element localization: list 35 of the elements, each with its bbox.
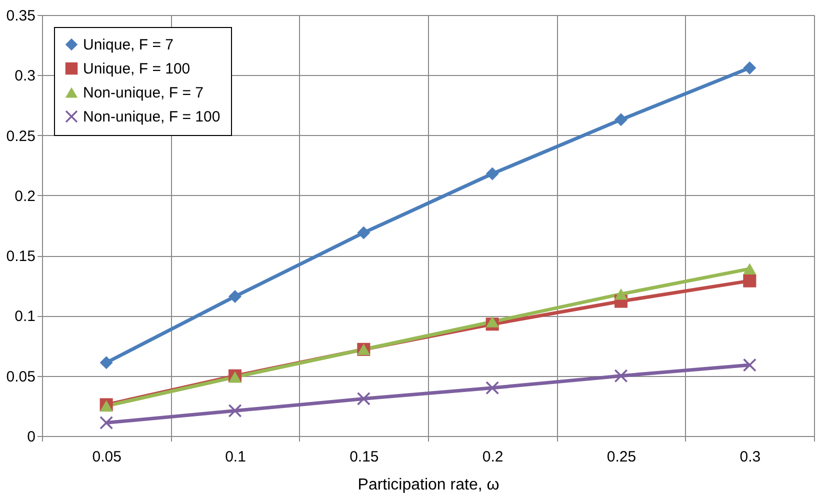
y-tick-label: 0.35 [6, 8, 36, 24]
point [743, 263, 756, 274]
point [743, 61, 756, 74]
legend-label: Non-unique, F = 7 [83, 84, 204, 102]
y-tick-label: 0 [27, 428, 36, 446]
x-tick-label: 0.3 [740, 448, 761, 466]
point [228, 290, 242, 303]
point [743, 358, 756, 372]
x-tick-label: 0.25 [606, 448, 636, 466]
point [486, 167, 499, 180]
point [614, 113, 628, 126]
x-tick-label: 0.05 [92, 448, 122, 466]
y-tick-label: 0.15 [6, 248, 36, 266]
y-tick-label: 0.05 [6, 368, 36, 386]
y-tick-label: 0.2 [14, 188, 36, 205]
legend-label: Unique, F = 7 [83, 36, 174, 54]
point [228, 404, 242, 418]
x-tick-label: 0.2 [482, 448, 504, 466]
point [357, 392, 370, 406]
legend-label: Non-unique, F = 100 [83, 108, 220, 126]
legend-label: Unique, F = 100 [83, 60, 190, 78]
point [100, 416, 113, 430]
x-tick-label: 0.1 [225, 448, 246, 466]
x-tick-label: 0.15 [350, 448, 379, 466]
point [357, 226, 370, 240]
x-axis-title: Participation rate, ω [358, 476, 500, 494]
point [614, 369, 628, 382]
point [486, 316, 499, 328]
y-tick-label: 0.3 [14, 68, 36, 85]
point [486, 381, 499, 394]
point [743, 274, 756, 288]
y-tick-label: 0.25 [6, 128, 36, 145]
y-tick-label: 0.1 [14, 308, 36, 326]
point [100, 356, 113, 370]
point [614, 288, 628, 300]
